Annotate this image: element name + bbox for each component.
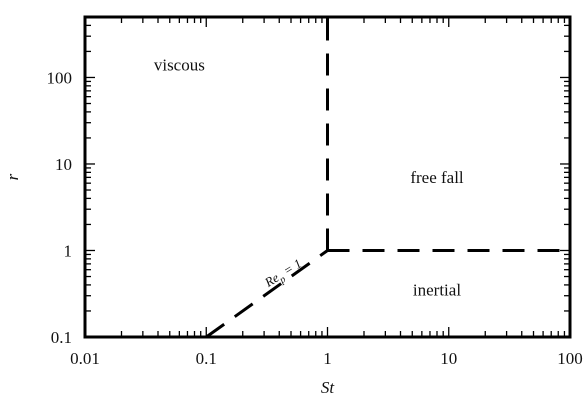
regime-boundaries [205, 17, 570, 339]
y-tick-label: 100 [47, 68, 73, 87]
x-tick-label: 0.01 [70, 349, 100, 368]
y-tick-label: 10 [55, 155, 72, 174]
x-tick-label: 0.1 [196, 349, 217, 368]
y-axis-title: r [3, 173, 22, 180]
chart-labels: 0.01 0.1 1 10 100 0.1 1 10 100 Rep = 1 viscous free… [47, 56, 583, 368]
y-tick-label: 0.1 [51, 328, 72, 347]
rep-annotation: Rep = 1 [261, 256, 306, 294]
y-tick-label: 1 [64, 241, 73, 260]
x-axis-title: St [321, 378, 336, 397]
plot-frame [83, 15, 572, 339]
x-tick-label: 100 [557, 349, 583, 368]
boundary-line-1 [205, 249, 329, 339]
x-tick-label: 1 [323, 349, 332, 368]
region-label-inertial: inertial [413, 281, 461, 300]
x-tick-label: 10 [440, 349, 457, 368]
region-label-free-fall: free fall [410, 168, 464, 187]
region-label-viscous: viscous [154, 56, 205, 75]
